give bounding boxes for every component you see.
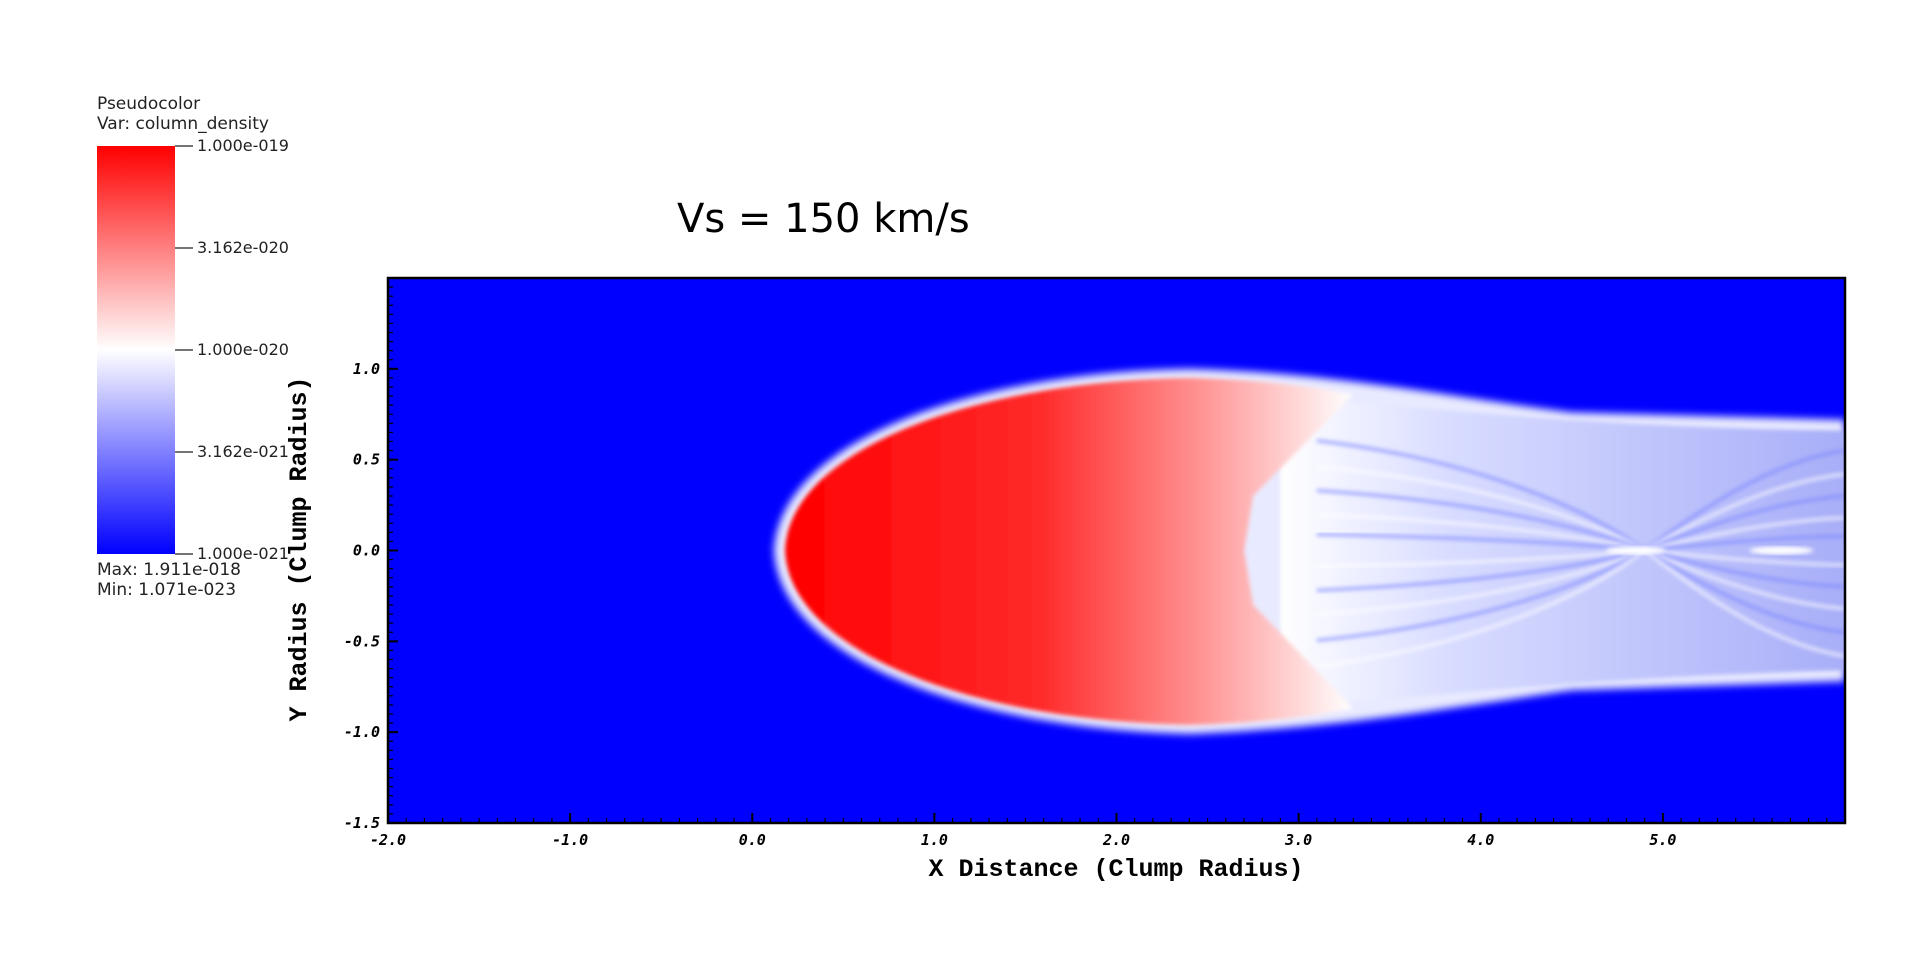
y-axis-ticks: -1.5 -1.0 -0.5 0.0 0.5 1.0 xyxy=(344,277,398,832)
plot-title: Vs = 150 km/s xyxy=(677,196,970,242)
x-tick-label: -2.0 xyxy=(370,831,406,849)
y-tick-label: 0.0 xyxy=(353,542,380,560)
wake-bright-knot xyxy=(1605,546,1666,555)
y-tick-label: -0.5 xyxy=(344,632,380,650)
x-tick-label: 1.0 xyxy=(921,831,948,849)
x-tick-label: 2.0 xyxy=(1102,831,1130,849)
x-tick-label: 3.0 xyxy=(1284,831,1312,849)
y-tick-label: -1.5 xyxy=(344,814,380,832)
x-axis-title: X Distance (Clump Radius) xyxy=(928,855,1303,884)
y-tick-label: -1.0 xyxy=(344,723,380,741)
x-axis-ticks: -2.0 -1.0 0.0 1.0 2.0 3.0 4.0 5.0 xyxy=(370,813,1846,849)
y-axis-title: Y Radius (Clump Radius) xyxy=(285,376,314,721)
y-tick-label: 0.5 xyxy=(353,451,380,469)
legend-max: Max: 1.911e-018 xyxy=(97,560,241,580)
x-tick-label: 0.0 xyxy=(739,831,766,849)
colorbar-tick-label: 1.000e-020 xyxy=(197,340,289,359)
colorbar: 1.000e-019 3.162e-020 1.000e-020 3.162e-021… xyxy=(97,136,289,563)
legend-min: Min: 1.071e-023 xyxy=(97,580,237,600)
column-density-field xyxy=(388,278,1845,823)
colorbar-tick-label: 3.162e-021 xyxy=(197,442,289,461)
colorbar-tick-label: 3.162e-020 xyxy=(197,238,289,257)
legend-title: Pseudocolor xyxy=(97,94,201,114)
colorbar-gradient xyxy=(97,146,175,554)
x-tick-label: 4.0 xyxy=(1467,831,1494,849)
x-tick-label: 5.0 xyxy=(1649,831,1676,849)
x-tick-label: -1.0 xyxy=(552,831,588,849)
legend-variable: Var: column_density xyxy=(97,114,269,134)
clump-core xyxy=(785,377,1354,725)
wake-bright-knot xyxy=(1749,546,1814,555)
wake-tail xyxy=(1280,396,1845,707)
colorbar-tick-label: 1.000e-021 xyxy=(197,544,289,563)
colorbar-tick-label: 1.000e-019 xyxy=(197,136,289,155)
colorbar-ticks: 1.000e-019 3.162e-020 1.000e-020 3.162e-021… xyxy=(175,136,289,563)
y-tick-label: 1.0 xyxy=(353,360,380,378)
